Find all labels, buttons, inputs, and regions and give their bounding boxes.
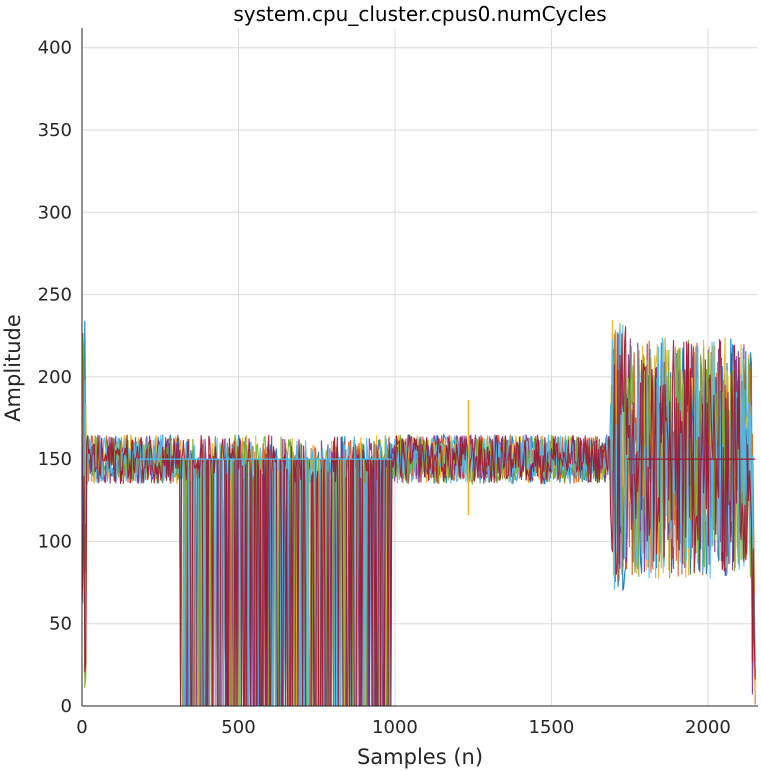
chart-title: system.cpu_cluster.cpus0.numCycles <box>233 2 606 26</box>
y-tick-label: 300 <box>38 202 72 223</box>
axes <box>81 28 758 707</box>
y-tick-label: 150 <box>38 449 72 470</box>
y-axis-label: Amplitude <box>1 314 25 422</box>
y-tick-label: 0 <box>61 696 72 717</box>
x-tick-label: 500 <box>221 717 255 738</box>
y-tick-label: 250 <box>38 285 72 306</box>
x-tick-label: 1500 <box>529 717 575 738</box>
tick-labels: 0 500 1000 1500 2000 0 50 100 150 200 250 300 350 400 <box>38 38 731 738</box>
x-tick-label: 1000 <box>372 717 418 738</box>
series-line <box>81 326 756 707</box>
y-tick-label: 400 <box>38 38 72 59</box>
y-tick-label: 100 <box>38 531 72 552</box>
series-group <box>81 319 756 707</box>
y-tick-label: 50 <box>49 614 72 635</box>
x-tick-label: 2000 <box>685 717 731 738</box>
x-axis-label: Samples (n) <box>357 745 483 769</box>
y-tick-label: 350 <box>38 120 72 141</box>
x-tick-label: 0 <box>76 717 87 738</box>
y-tick-label: 200 <box>38 367 72 388</box>
